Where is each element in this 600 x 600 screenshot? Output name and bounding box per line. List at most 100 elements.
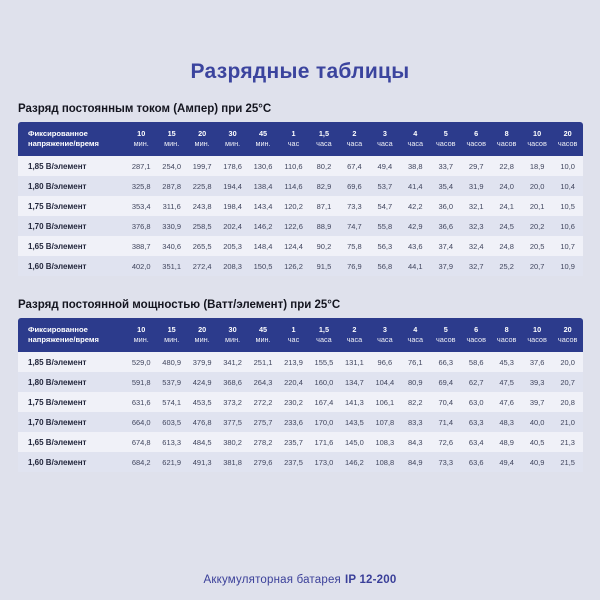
value-cell: 24,5 <box>499 221 514 231</box>
value-cell: 353,4 <box>131 201 151 211</box>
column-header: 5 часов <box>430 122 461 156</box>
column-header: 10 мин. <box>126 122 157 156</box>
value-cell: 90,2 <box>316 241 332 251</box>
column-header: 4 часа <box>400 122 431 156</box>
value-cell: 53,7 <box>377 181 393 191</box>
value-cell: 664,0 <box>131 417 151 427</box>
value-cell: 32,1 <box>468 201 484 211</box>
value-cell: 213,9 <box>284 357 303 367</box>
column-header: 1,5 часа <box>308 122 340 156</box>
value-cell: 37,6 <box>529 357 545 367</box>
value-cell: 80,9 <box>408 377 423 387</box>
value-cell: 491,3 <box>192 457 212 467</box>
value-cell: 351,1 <box>162 261 182 271</box>
row-label: 1,65 В/элемент <box>28 437 87 447</box>
value-cell: 73,3 <box>347 201 362 211</box>
value-cell: 72,6 <box>438 437 454 447</box>
value-cell: 63,0 <box>468 397 484 407</box>
value-cell: 56,8 <box>377 261 393 271</box>
value-cell: 155,5 <box>314 357 334 367</box>
value-cell: 480,9 <box>162 357 182 367</box>
value-cell: 88,9 <box>316 221 332 231</box>
value-cell: 424,9 <box>192 377 212 387</box>
value-cell: 243,8 <box>192 201 212 211</box>
value-cell: 368,6 <box>223 377 242 387</box>
value-cell: 24,8 <box>499 241 514 251</box>
value-cell: 48,9 <box>499 437 514 447</box>
value-cell: 24,0 <box>499 181 514 191</box>
value-cell: 10,6 <box>560 221 575 231</box>
value-cell: 75,8 <box>347 241 362 251</box>
battery-model-label: IP 12-200 <box>345 574 397 586</box>
value-cell: 107,8 <box>375 417 395 427</box>
row-label: 1,85 В/элемент <box>28 357 87 367</box>
value-cell: 76,1 <box>408 357 423 367</box>
table-row: 1,65 В/элемент 674,8 613,3 484,5 380,2 278,2 2… <box>18 432 583 452</box>
value-cell: 48,3 <box>499 417 514 427</box>
value-cell: 148,4 <box>253 241 273 251</box>
footer-text: Аккумуляторная батарея <box>203 574 341 586</box>
value-cell: 279,6 <box>253 457 273 467</box>
value-cell: 134,7 <box>345 377 364 387</box>
value-cell: 141,3 <box>345 397 364 407</box>
value-cell: 684,2 <box>131 457 151 467</box>
table-row: 1,75 В/элемент 631,6 574,1 453,5 373,2 272,2 2… <box>18 392 583 412</box>
value-cell: 47,6 <box>499 397 514 407</box>
value-cell: 108,3 <box>375 437 395 447</box>
value-cell: 41,4 <box>408 181 423 191</box>
row-label: 1,80 В/элемент <box>28 377 87 387</box>
value-cell: 287,8 <box>162 181 182 191</box>
value-cell: 199,7 <box>192 161 212 171</box>
constant-current-table: Фиксированное напряжение/время 10 мин. 15 ми… <box>18 122 583 276</box>
value-cell: 167,4 <box>314 397 334 407</box>
value-cell: 376,8 <box>131 221 151 231</box>
value-cell: 150,5 <box>253 261 273 271</box>
value-cell: 63,6 <box>468 457 484 467</box>
value-cell: 278,2 <box>253 437 273 447</box>
value-cell: 194,4 <box>223 181 242 191</box>
value-cell: 62,7 <box>468 377 484 387</box>
value-cell: 37,9 <box>438 261 454 271</box>
value-cell: 453,5 <box>192 397 212 407</box>
value-cell: 621,9 <box>162 457 182 467</box>
value-cell: 146,2 <box>253 221 273 231</box>
table-row: 1,65 В/элемент 388,7 340,6 265,5 205,3 148,4 1… <box>18 236 583 256</box>
value-cell: 529,0 <box>131 357 151 367</box>
value-cell: 143,4 <box>253 201 273 211</box>
value-cell: 264,3 <box>253 377 273 387</box>
value-cell: 341,2 <box>223 357 242 367</box>
value-cell: 143,5 <box>345 417 364 427</box>
value-cell: 108,8 <box>375 457 395 467</box>
table-row: 1,60 В/элемент 402,0 351,1 272,4 208,3 150,5 1… <box>18 256 583 276</box>
corner-header: Фиксированное напряжение/время <box>18 122 126 156</box>
value-cell: 21,5 <box>560 457 575 467</box>
value-cell: 10,7 <box>560 241 575 251</box>
value-cell: 674,8 <box>131 437 151 447</box>
value-cell: 74,7 <box>347 221 362 231</box>
value-cell: 330,9 <box>162 221 182 231</box>
value-cell: 32,3 <box>468 221 484 231</box>
value-cell: 84,9 <box>408 457 423 467</box>
column-header: 15 мин. <box>156 122 187 156</box>
value-cell: 39,3 <box>529 377 545 387</box>
value-cell: 603,5 <box>162 417 182 427</box>
column-header: 20 часов <box>552 318 583 352</box>
table-row: 1,75 В/элемент 353,4 311,6 243,8 198,4 143,4 1… <box>18 196 583 216</box>
column-header: 10 мин. <box>126 318 157 352</box>
value-cell: 21,0 <box>560 417 575 427</box>
value-cell: 67,4 <box>347 161 362 171</box>
column-header: 8 часов <box>491 318 522 352</box>
value-cell: 39,7 <box>529 397 545 407</box>
value-cell: 54,7 <box>377 201 393 211</box>
constant-power-table: Фиксированное напряжение/время 10 мин. 15 ми… <box>18 318 583 472</box>
value-cell: 202,4 <box>223 221 242 231</box>
value-cell: 631,6 <box>131 397 151 407</box>
value-cell: 124,4 <box>284 241 303 251</box>
value-cell: 40,9 <box>529 457 545 467</box>
value-cell: 106,1 <box>375 397 395 407</box>
value-cell: 272,2 <box>253 397 273 407</box>
value-cell: 10,4 <box>560 181 575 191</box>
value-cell: 613,3 <box>162 437 182 447</box>
value-cell: 40,0 <box>529 417 545 427</box>
row-label: 1,70 В/элемент <box>28 417 87 427</box>
